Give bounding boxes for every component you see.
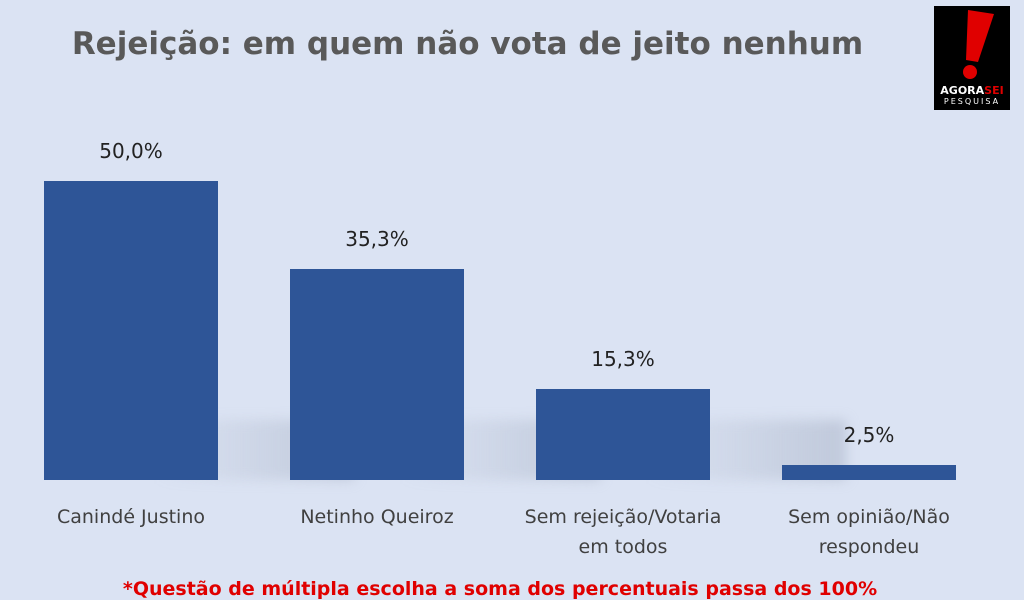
logo-brand-right: SEI [984,84,1004,97]
bar [782,465,956,480]
logo-brand: AGORASEI [934,84,1010,97]
x-tick-label: Sem rejeição/Votaria em todos [524,506,722,558]
logo-brand-left: AGORA [940,84,985,97]
bar [290,268,464,480]
x-tick-label: Netinho Queiroz [300,506,454,528]
chart-title: Rejeição: em quem não vota de jeito nenh… [71,26,864,62]
value-label: 50,0% [99,139,163,163]
x-tick-label: Canindé Justino [56,506,205,528]
footnote: *Questão de múltipla escolha a soma dos … [122,578,878,600]
logo-subtitle: PESQUISA [943,97,1001,106]
value-label: 15,3% [591,346,655,371]
bar [44,181,218,480]
logo: AGORASEI PESQUISA [934,6,1010,110]
x-tick-label: Sem opinião/Não respondeu [788,506,950,558]
logo-mark [963,10,994,79]
value-label: 35,3% [345,226,409,251]
bar [536,388,710,480]
value-label: 2,5% [843,423,895,448]
